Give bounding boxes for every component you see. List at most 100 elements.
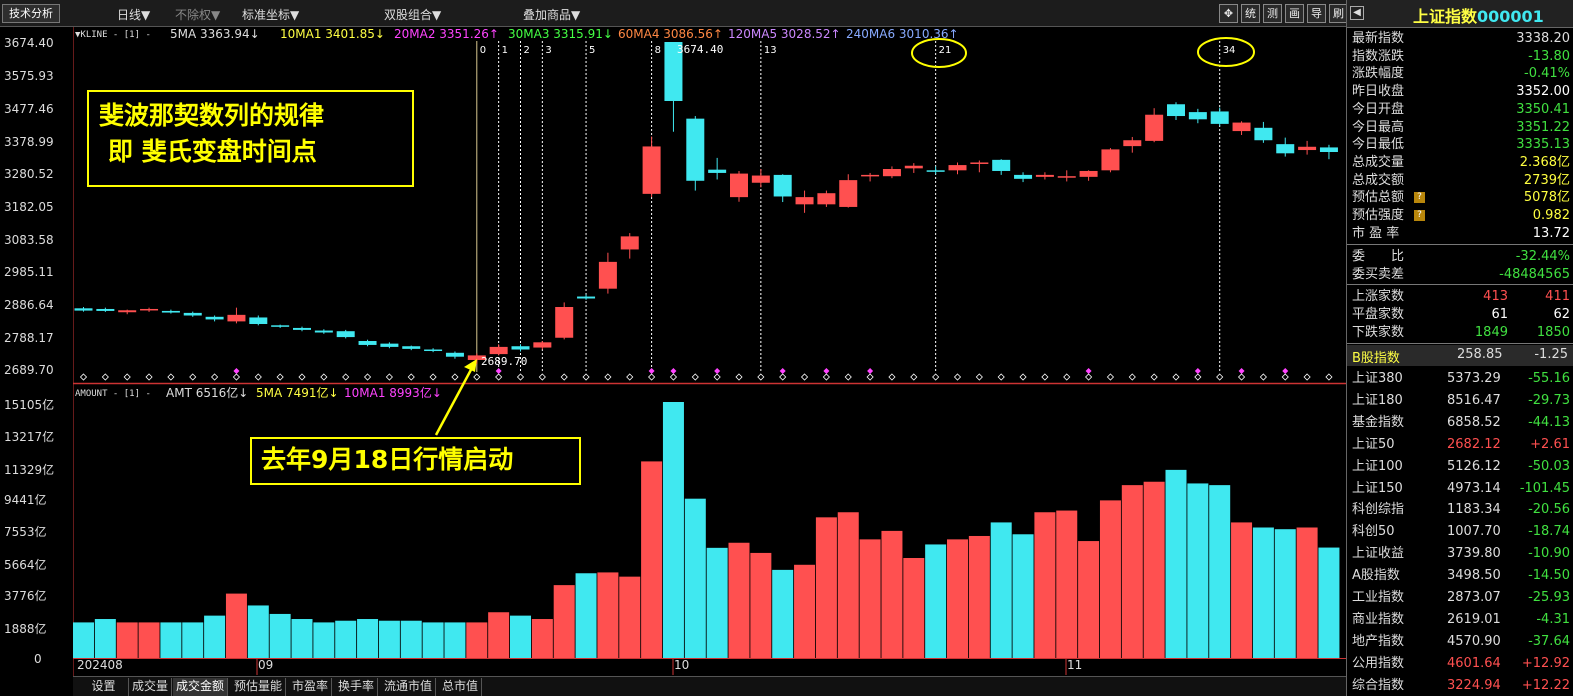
help-icon[interactable]: ?: [1414, 210, 1425, 221]
kline-chart[interactable]: 0 1 2 3 5 8 13 21 34 ▼KLINE - [1] - 5MA 3363.94↓…: [73, 27, 1346, 676]
index-row[interactable]: 上证380 5373.29 -55.16: [1352, 370, 1570, 391]
price-tick: 2985.11: [4, 265, 54, 279]
diamond-marker: [691, 373, 699, 381]
ma60-label: 60MA4 3086.56↑: [618, 27, 723, 41]
price-tick: 2788.17: [4, 331, 54, 345]
fib-number: 5: [589, 45, 595, 56]
quote-value: 0.982: [1532, 208, 1570, 223]
index-change: +12.92: [1521, 655, 1570, 671]
index-row[interactable]: 上证100 5126.12 -50.03: [1352, 458, 1570, 479]
amount-bar: [1121, 485, 1143, 658]
tab-settings[interactable]: 设置: [79, 678, 129, 696]
candle-body: [773, 174, 792, 197]
axis-mode-dropdown[interactable]: 标准坐标▼: [242, 8, 300, 22]
magenta-marker: [867, 368, 874, 374]
amount-bar: [728, 542, 750, 658]
breadth-value-a: 1849: [1474, 325, 1508, 340]
fib-title-line2: 即 斐氏变盘时间点: [108, 137, 317, 166]
index-row[interactable]: 综合指数 3224.94 +12.22: [1352, 677, 1570, 696]
amount-tick: 13217亿: [4, 430, 55, 444]
index-value: 4570.90: [1447, 633, 1501, 649]
index-row[interactable]: 上证150 4973.14 -101.45: [1352, 480, 1570, 501]
draw-button[interactable]: 画: [1285, 4, 1304, 23]
tab-turnover[interactable]: 换手率: [335, 678, 379, 696]
b-index-row[interactable]: B股指数 258.85 -1.25: [1347, 345, 1573, 366]
magenta-marker: [233, 368, 240, 374]
magenta-marker: [779, 368, 786, 374]
index-row[interactable]: 地产指数 4570.90 -37.64: [1352, 633, 1570, 654]
quote-row: 指数涨跌 -13.80: [1352, 48, 1570, 66]
help-icon[interactable]: ?: [1414, 192, 1425, 204]
index-change: -101.45: [1519, 480, 1570, 496]
back-icon[interactable]: ◀: [1350, 6, 1364, 20]
index-change: -50.03: [1528, 458, 1570, 474]
export-button[interactable]: 导: [1307, 4, 1326, 23]
fib-number: 34: [1223, 45, 1236, 56]
index-change: +2.61: [1530, 436, 1570, 452]
period-dropdown[interactable]: 日线▼: [117, 8, 151, 22]
fib-number: 21: [939, 45, 952, 56]
tab-total-cap[interactable]: 总市值: [439, 678, 483, 696]
candle-body: [1188, 112, 1207, 120]
quote-label: 委买卖差: [1352, 266, 1405, 282]
index-value: 6858.52: [1447, 414, 1501, 430]
candle-body: [817, 193, 836, 205]
index-row[interactable]: 上证收益 3739.80 -10.90: [1352, 545, 1570, 566]
diamond-marker: [1085, 373, 1093, 381]
move-icon[interactable]: ✥: [1219, 4, 1238, 23]
tab-amount[interactable]: 成交金额: [173, 678, 229, 696]
diamond-marker: [1019, 373, 1027, 381]
tab-pe-ratio[interactable]: 市盈率: [289, 678, 333, 696]
diamond-marker: [123, 373, 131, 381]
breadth-row: 上涨家数 413 411: [1352, 288, 1570, 306]
quote-label: 今日最低: [1352, 137, 1405, 153]
index-label: 科创综指: [1352, 502, 1405, 518]
stats-button[interactable]: 统: [1241, 4, 1260, 23]
index-row[interactable]: 公用指数 4601.64 +12.92: [1352, 655, 1570, 676]
price-tick: 3280.52: [4, 167, 54, 181]
tab-float-cap[interactable]: 流通市值: [381, 678, 437, 696]
fib-title-line1: 斐波那契数列的规律: [99, 101, 325, 130]
quote-label: 最新指数: [1352, 31, 1405, 46]
amount-bar: [750, 552, 772, 658]
overlay-dropdown[interactable]: 叠加商品▼: [523, 8, 581, 22]
tab-technical-analysis[interactable]: 技术分析: [2, 4, 60, 23]
tab-estimated-volume[interactable]: 预估量能: [231, 678, 287, 696]
tab-volume[interactable]: 成交量: [129, 678, 173, 696]
quote-row: 今日最低 3335.13: [1352, 136, 1570, 154]
index-row[interactable]: 上证180 8516.47 -29.73: [1352, 392, 1570, 413]
candle-body: [227, 314, 246, 322]
ma10-label: 10MA1 3401.85↓: [280, 27, 385, 41]
divider: [1347, 244, 1573, 245]
amount-bar: [925, 544, 947, 658]
diamond-marker: [232, 373, 241, 381]
index-row[interactable]: 商业指数 2619.01 -4.31: [1352, 611, 1570, 632]
price-tick: 2689.70: [4, 363, 54, 377]
index-row[interactable]: 工业指数 2873.07 -25.93: [1352, 589, 1570, 610]
divider: [1347, 343, 1573, 344]
quote-label: 总成交额: [1352, 172, 1405, 188]
diamond-marker: [320, 373, 328, 381]
svg-text:5MA 3363.94↓ 10MA1 3401.85: 5MA 3363.94↓ 10MA1 3401.85↓ 20MA2 3351.2…: [170, 27, 959, 41]
index-change: -44.13: [1528, 414, 1570, 430]
candle-body: [1101, 149, 1120, 171]
amount-bar: [94, 619, 116, 658]
candle-body: [948, 165, 967, 171]
amount-bar: [1078, 541, 1100, 658]
index-row[interactable]: A股指数 3498.50 -14.50: [1352, 567, 1570, 588]
index-row[interactable]: 科创综指 1183.34 -20.56: [1352, 501, 1570, 522]
index-value: 2619.01: [1447, 611, 1501, 627]
dual-stock-dropdown[interactable]: 双股组合▼: [384, 8, 442, 22]
diamond-marker: [79, 373, 88, 381]
measure-button[interactable]: 测: [1263, 4, 1282, 23]
amount-bar: [968, 535, 990, 658]
quote-value: -32.44%: [1515, 249, 1570, 264]
amount-bar: [947, 539, 968, 658]
index-row[interactable]: 科创50 1007.70 -18.74: [1352, 523, 1570, 544]
diamond-marker: [648, 373, 656, 381]
adjust-dropdown[interactable]: 不除权▼: [175, 8, 221, 22]
breadth-value-b: 411: [1545, 289, 1570, 304]
index-row[interactable]: 上证50 2682.12 +2.61: [1352, 436, 1570, 457]
index-row[interactable]: 基金指数 6858.52 -44.13: [1352, 414, 1570, 435]
quote-label: 预估强度: [1352, 208, 1405, 223]
